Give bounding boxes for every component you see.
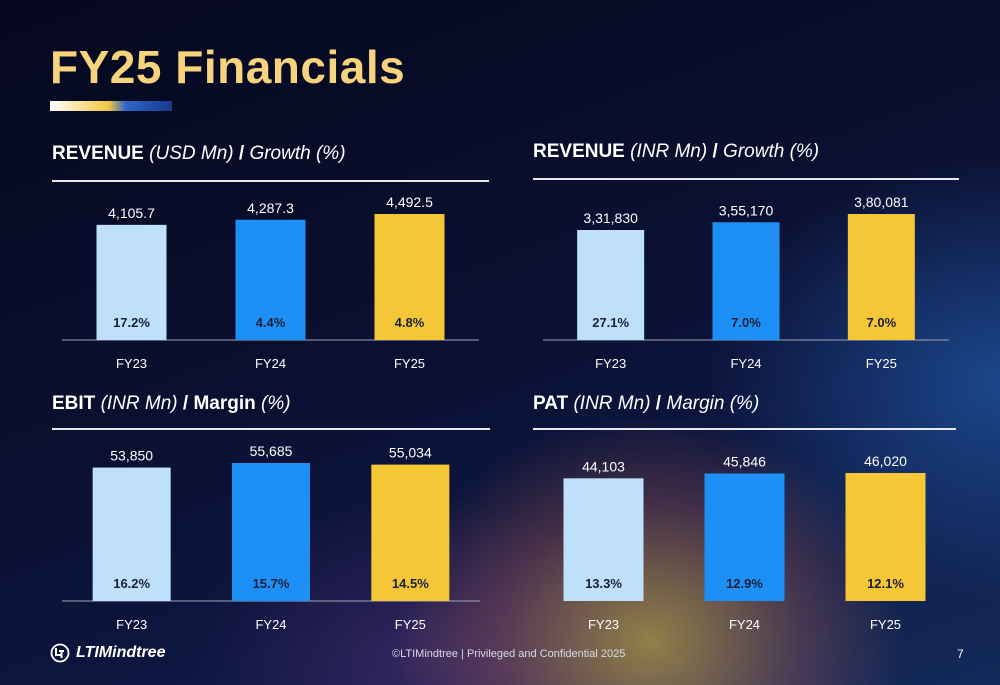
value-label: 3,31,830 xyxy=(583,210,638,226)
page-title: FY25 Financials xyxy=(50,41,406,93)
revenue-usd-chart: 4,105.7 17.2% FY23 4,287.3 4.4% FY24 4,492.5 4.… xyxy=(62,194,479,371)
heading-metric-2: Margin xyxy=(193,393,256,414)
heading-metric: EBIT xyxy=(52,393,96,414)
category-label: FY23 xyxy=(116,356,147,371)
heading-separator: / xyxy=(650,393,667,414)
value-label: 4,105.7 xyxy=(108,205,155,221)
bar-fy25 xyxy=(371,464,450,601)
panel-divider xyxy=(52,428,490,430)
heading-unit-2: (%) xyxy=(261,393,291,414)
heading-unit: (INR Mn) xyxy=(100,393,178,414)
value-label: 55,685 xyxy=(250,443,293,459)
panel-heading: REVENUE (USD Mn) / Growth (%) xyxy=(52,143,346,165)
growth-label: 17.2% xyxy=(113,315,150,330)
pat-chart: 44,103 13.3% FY23 45,846 12.9% FY24 46,020 12.1… xyxy=(563,453,926,632)
growth-label: 4.8% xyxy=(395,315,425,330)
bar-fy23 xyxy=(563,478,644,601)
value-label: 3,80,081 xyxy=(854,194,909,210)
bar-fy25 xyxy=(847,214,915,340)
page-number: 7 xyxy=(957,647,964,661)
growth-label: 16.2% xyxy=(113,576,150,591)
heading-metric-2: Margin xyxy=(666,393,725,414)
bar-fy24 xyxy=(712,222,780,340)
bar-fy23 xyxy=(96,224,167,340)
value-label: 45,846 xyxy=(723,453,766,469)
heading-metric: PAT xyxy=(533,393,569,414)
heading-unit: (INR Mn) xyxy=(573,393,651,414)
heading-metric-2: Growth xyxy=(249,143,311,164)
bar-fy23 xyxy=(577,229,645,340)
category-label: FY23 xyxy=(595,356,626,371)
growth-label: 12.9% xyxy=(726,576,763,591)
panel-heading: REVENUE (INR Mn) / Growth (%) xyxy=(533,141,819,163)
footer-copyright: ©LTIMindtree | Privileged and Confidenti… xyxy=(392,648,626,660)
growth-label: 7.0% xyxy=(867,315,897,330)
category-label: FY24 xyxy=(255,356,286,371)
growth-label: 14.5% xyxy=(392,576,429,591)
growth-label: 15.7% xyxy=(253,576,290,591)
category-label: FY25 xyxy=(395,617,426,632)
category-label: FY25 xyxy=(394,356,425,371)
brand-logo-text: LTIMindtree xyxy=(76,644,166,661)
heading-metric-2: Growth xyxy=(723,141,785,162)
revenue-inr-chart: 3,31,830 27.1% FY23 3,55,170 7.0% FY24 3,80,08… xyxy=(543,194,949,371)
category-label: FY24 xyxy=(729,617,760,632)
heading-metric: REVENUE xyxy=(533,141,625,162)
growth-label: 12.1% xyxy=(867,576,904,591)
growth-label: 13.3% xyxy=(585,576,622,591)
category-label: FY24 xyxy=(255,617,286,632)
bar-fy25 xyxy=(374,214,445,340)
heading-unit: (INR Mn) xyxy=(630,141,708,162)
panel-heading: EBIT (INR Mn) / Margin (%) xyxy=(52,393,291,415)
bar-fy25 xyxy=(845,473,926,601)
value-label: 3,55,170 xyxy=(719,202,774,218)
growth-label: 4.4% xyxy=(256,315,286,330)
panel-divider xyxy=(533,178,959,180)
category-label: FY25 xyxy=(866,356,897,371)
bar-fy24 xyxy=(704,473,785,601)
lt-logo-icon xyxy=(50,643,70,663)
growth-label: 7.0% xyxy=(731,315,761,330)
heading-separator: / xyxy=(707,141,724,162)
heading-unit-2: (%) xyxy=(315,143,346,164)
category-label: FY25 xyxy=(870,617,901,632)
value-label: 44,103 xyxy=(582,458,625,474)
title-accent-bar xyxy=(50,101,172,111)
panel-divider xyxy=(52,180,489,182)
heading-unit-2: (%) xyxy=(789,141,820,162)
heading-separator: / xyxy=(177,393,194,414)
bar-fy24 xyxy=(235,219,306,340)
category-label: FY23 xyxy=(116,617,147,632)
heading-separator: / xyxy=(233,143,250,164)
brand-logo: LTIMindtree xyxy=(50,643,165,663)
value-label: 4,492.5 xyxy=(386,194,433,210)
value-label: 53,850 xyxy=(110,448,153,464)
panel-heading: PAT (INR Mn) / Margin (%) xyxy=(533,393,759,415)
heading-metric: REVENUE xyxy=(52,143,144,164)
category-label: FY24 xyxy=(730,356,761,371)
category-label: FY23 xyxy=(588,617,619,632)
value-label: 55,034 xyxy=(389,445,432,461)
growth-label: 27.1% xyxy=(592,315,629,330)
value-label: 4,287.3 xyxy=(247,200,294,216)
value-label: 46,020 xyxy=(864,453,907,469)
heading-unit-2: (%) xyxy=(729,393,760,414)
bar-fy24 xyxy=(232,463,310,601)
ebit-chart: 53,850 16.2% FY23 55,685 15.7% FY24 55,034 14.5… xyxy=(62,443,480,632)
panel-divider xyxy=(533,428,956,430)
heading-unit: (USD Mn) xyxy=(149,143,234,164)
bar-fy23 xyxy=(92,467,171,601)
